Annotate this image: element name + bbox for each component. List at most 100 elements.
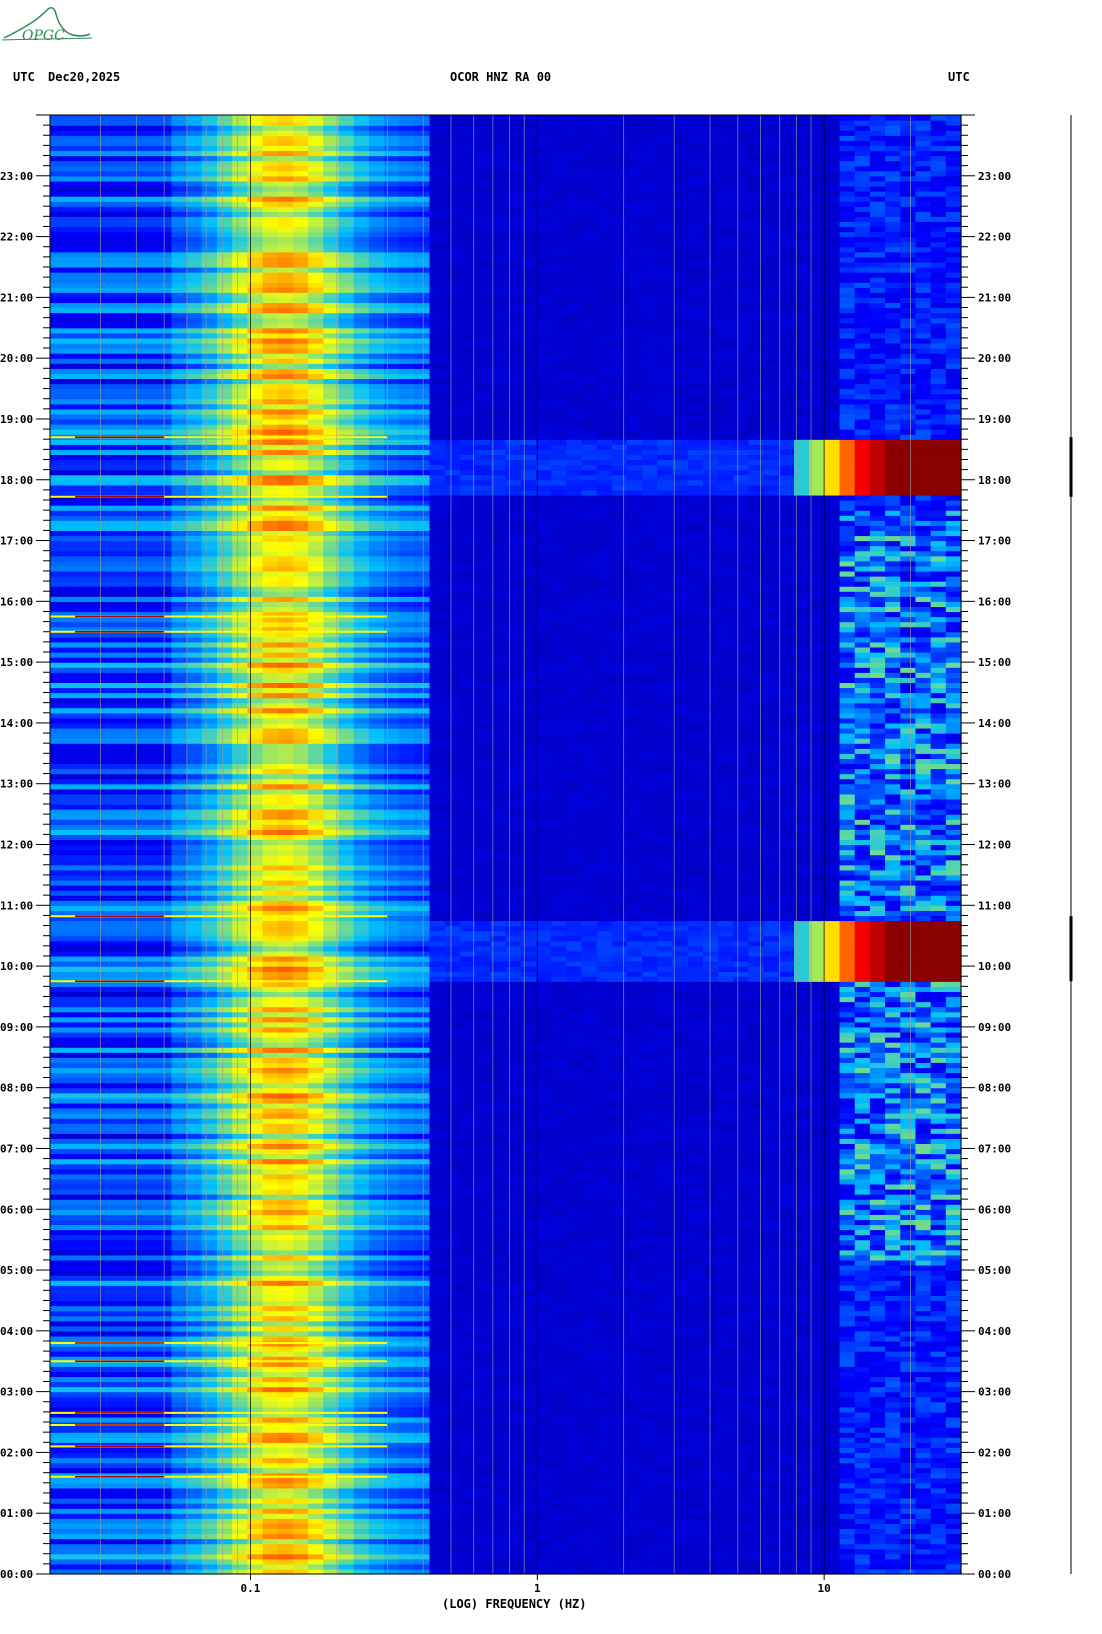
heatmap-cell xyxy=(490,1518,507,1524)
heatmap-cell xyxy=(581,1518,598,1524)
heatmap-cell xyxy=(323,1173,340,1180)
heatmap-cell xyxy=(854,1391,871,1398)
heatmap-cell xyxy=(748,1239,765,1246)
heatmap-cell xyxy=(186,1528,203,1535)
heatmap-cell xyxy=(930,1452,947,1459)
heatmap-cell xyxy=(596,1158,613,1165)
heatmap-cell xyxy=(80,1508,97,1514)
heatmap-cell xyxy=(186,1391,203,1398)
heatmap-cell xyxy=(824,1548,841,1555)
heatmap-cell xyxy=(262,1376,279,1383)
heatmap-cell xyxy=(854,1351,871,1357)
heatmap-cell xyxy=(809,1366,825,1372)
heatmap-cell xyxy=(945,1361,962,1367)
heatmap-cell xyxy=(125,1482,142,1489)
heatmap-cell xyxy=(399,1467,415,1474)
heatmap-cell xyxy=(854,1310,871,1317)
heatmap-cell xyxy=(125,1396,142,1403)
heatmap-cell xyxy=(308,1290,324,1296)
heatmap-cell xyxy=(581,1452,598,1459)
heatmap-cell xyxy=(217,1447,233,1454)
heatmap-cell xyxy=(444,1528,461,1535)
heatmap-cell xyxy=(338,1482,355,1489)
heatmap-cell xyxy=(95,1447,112,1454)
heatmap-cell xyxy=(611,1472,628,1479)
heatmap-cell xyxy=(217,1315,233,1322)
heatmap-cell xyxy=(459,1492,476,1499)
heatmap-cell xyxy=(201,1361,218,1367)
heatmap-cell xyxy=(429,1188,446,1195)
heatmap-cell xyxy=(733,1538,750,1545)
heatmap-cell xyxy=(50,1518,66,1524)
heatmap-cell xyxy=(95,1386,112,1393)
heatmap-cell xyxy=(642,1361,658,1367)
heatmap-cell xyxy=(308,1330,324,1337)
heatmap-cell xyxy=(475,1168,491,1175)
heatmap-cell xyxy=(292,1381,309,1388)
heatmap-cell xyxy=(869,1173,886,1180)
heatmap-cell xyxy=(384,1503,400,1509)
heatmap-cell xyxy=(596,1295,613,1302)
heatmap-cell xyxy=(186,1214,203,1220)
heatmap-cell xyxy=(672,1254,689,1261)
heatmap-cell xyxy=(551,1503,567,1509)
heatmap-cell xyxy=(475,1351,491,1357)
heatmap-cell xyxy=(110,1366,127,1372)
heatmap-cell xyxy=(429,1275,446,1281)
heatmap-cell xyxy=(308,1188,324,1195)
heatmap-cell xyxy=(490,1432,507,1438)
heatmap-cell xyxy=(672,1224,689,1231)
heatmap-cell xyxy=(414,1173,431,1180)
heatmap-cell xyxy=(885,1153,901,1160)
heatmap-cell xyxy=(839,1401,856,1408)
heatmap-cell xyxy=(809,1239,825,1246)
heatmap-cell xyxy=(247,1249,264,1256)
heatmap-cell xyxy=(733,1270,750,1276)
heatmap-cell xyxy=(171,1199,188,1205)
heatmap-cell xyxy=(748,1234,765,1241)
heatmap-cell xyxy=(869,1310,886,1317)
heatmap-cell xyxy=(535,1366,552,1372)
heatmap-cell xyxy=(885,1492,901,1499)
heatmap-cell xyxy=(338,1330,355,1337)
heatmap-cell xyxy=(535,1553,552,1560)
heatmap-cell xyxy=(80,1244,97,1251)
heatmap-cell xyxy=(247,1457,264,1464)
heatmap-cell xyxy=(141,1183,157,1190)
heatmap-cell xyxy=(611,1361,628,1367)
heatmap-cell xyxy=(65,1199,81,1205)
heatmap-cell xyxy=(718,1320,734,1327)
heatmap-cell xyxy=(702,1487,719,1494)
heatmap-cell xyxy=(596,1209,613,1215)
heatmap-cell xyxy=(384,1356,400,1362)
heatmap-cell xyxy=(551,1498,567,1504)
heatmap-cell xyxy=(414,1163,431,1170)
heatmap-cell xyxy=(171,1472,188,1479)
heatmap-cell xyxy=(626,1376,643,1383)
heatmap-cell xyxy=(475,1234,491,1241)
heatmap-cell xyxy=(368,1371,385,1378)
heatmap-cell xyxy=(581,1487,598,1494)
heatmap-cell xyxy=(900,1432,917,1438)
heatmap-cell xyxy=(475,1472,491,1479)
heatmap-cell xyxy=(95,1335,112,1342)
heatmap-cell xyxy=(232,1452,248,1459)
heatmap-cell xyxy=(763,1204,780,1210)
heatmap-cell xyxy=(399,1270,415,1276)
heatmap-cell xyxy=(839,1518,856,1524)
heatmap-cell xyxy=(945,1533,962,1540)
heatmap-cell xyxy=(702,1310,719,1317)
heatmap-cell xyxy=(384,1194,400,1200)
heatmap-cell xyxy=(596,1280,613,1286)
heatmap-cell xyxy=(748,1310,765,1317)
heatmap-cell xyxy=(626,1523,643,1530)
heatmap-cell xyxy=(186,1503,203,1509)
heatmap-cell xyxy=(80,1163,97,1170)
heatmap-cell xyxy=(247,1553,264,1560)
heatmap-cell xyxy=(854,1330,871,1337)
heatmap-cell xyxy=(399,1325,415,1332)
heatmap-cell xyxy=(217,1371,233,1378)
heatmap-cell xyxy=(475,1199,491,1205)
heatmap-cell xyxy=(702,1503,719,1509)
heatmap-cell xyxy=(125,1427,142,1433)
